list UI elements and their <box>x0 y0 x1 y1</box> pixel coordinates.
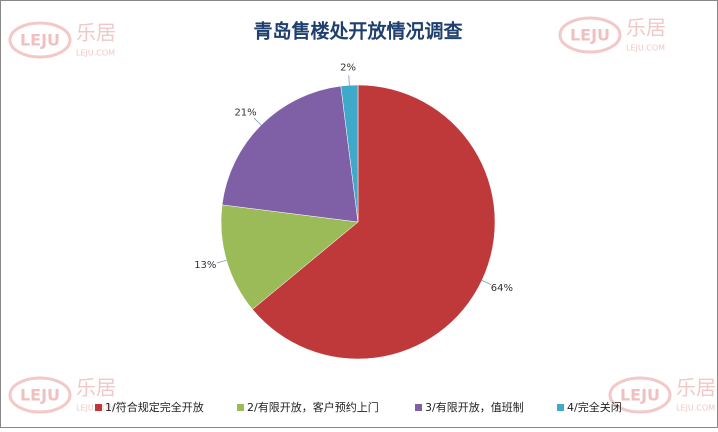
watermark-logo-ring <box>608 376 672 414</box>
legend-swatch <box>557 404 564 411</box>
data-label: 64% <box>491 283 513 294</box>
leader-line <box>253 117 262 126</box>
data-label: 13% <box>194 260 216 271</box>
watermark-url: LEJU.COM <box>626 44 665 53</box>
watermark-logo-ring <box>8 376 72 414</box>
watermark-logo-ring <box>8 21 72 59</box>
watermark-name: 乐居 <box>76 376 116 400</box>
watermark-logo: LEJU <box>20 31 60 50</box>
leader-line <box>216 259 227 264</box>
watermark-url: LEJU.COM <box>676 404 715 413</box>
legend-label: 1/符合规定完全开放 <box>105 400 204 414</box>
watermark-name: 乐居 <box>626 16 666 40</box>
legend-swatch <box>237 404 244 411</box>
data-label: 21% <box>234 107 256 118</box>
leader-line <box>348 75 350 86</box>
watermark-logo: LEJU <box>620 386 660 405</box>
pie-slice <box>252 84 496 360</box>
watermark-logo: LEJU <box>20 386 60 405</box>
legend-swatch <box>95 404 102 411</box>
watermark-name: 乐居 <box>76 21 116 45</box>
legend-label: 3/有限开放，值班制 <box>425 400 524 414</box>
watermark-name: 乐居 <box>676 376 716 400</box>
watermark-logo: LEJU <box>570 26 610 45</box>
watermark-url: LEJU.COM <box>76 49 115 58</box>
legend-swatch <box>415 404 422 411</box>
pie-slice <box>221 85 359 223</box>
leader-line <box>481 279 492 285</box>
legend-label: 4/完全关闭 <box>567 400 622 414</box>
chart-title: 青岛售楼处开放情况调查 <box>253 20 463 43</box>
legend-label: 2/有限开放，客户预约上门 <box>247 400 379 414</box>
data-label: 2% <box>340 62 356 73</box>
watermark-logo-ring <box>558 16 622 54</box>
